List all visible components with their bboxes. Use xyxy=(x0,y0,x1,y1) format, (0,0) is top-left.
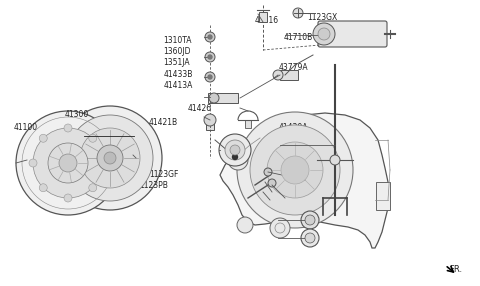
FancyBboxPatch shape xyxy=(318,21,387,47)
Bar xyxy=(280,70,298,80)
Circle shape xyxy=(270,218,290,238)
Text: 41421B: 41421B xyxy=(149,118,178,128)
Circle shape xyxy=(99,159,107,167)
Circle shape xyxy=(330,155,340,165)
Circle shape xyxy=(205,32,215,42)
Circle shape xyxy=(208,75,212,79)
Text: FR.: FR. xyxy=(449,265,462,274)
Text: 41413A: 41413A xyxy=(163,81,192,90)
Circle shape xyxy=(305,215,315,225)
Circle shape xyxy=(230,145,240,155)
Circle shape xyxy=(39,184,47,192)
Circle shape xyxy=(39,134,47,142)
Circle shape xyxy=(97,145,123,171)
Text: 41100: 41100 xyxy=(13,123,37,132)
Circle shape xyxy=(208,35,212,39)
Circle shape xyxy=(237,112,353,228)
Text: 1123PB: 1123PB xyxy=(139,181,168,190)
Circle shape xyxy=(313,23,335,45)
Circle shape xyxy=(237,217,253,233)
Text: 41433B: 41433B xyxy=(163,70,192,79)
Circle shape xyxy=(16,111,120,215)
Circle shape xyxy=(293,8,303,18)
Text: 1123GF: 1123GF xyxy=(149,170,178,179)
Text: REF.43-431: REF.43-431 xyxy=(84,130,132,139)
Bar xyxy=(259,12,267,22)
Text: 43779A: 43779A xyxy=(278,63,308,72)
Bar xyxy=(245,120,251,128)
Circle shape xyxy=(267,142,323,198)
Circle shape xyxy=(89,134,97,142)
Circle shape xyxy=(301,211,319,229)
Circle shape xyxy=(33,128,103,198)
Circle shape xyxy=(64,194,72,202)
Text: 41710B: 41710B xyxy=(283,33,312,42)
Bar xyxy=(208,93,238,103)
Circle shape xyxy=(318,28,330,40)
Circle shape xyxy=(29,159,37,167)
Circle shape xyxy=(59,154,77,172)
Circle shape xyxy=(89,184,97,192)
Circle shape xyxy=(48,143,88,183)
Circle shape xyxy=(305,233,315,243)
Text: 41411B: 41411B xyxy=(271,190,300,199)
Circle shape xyxy=(64,124,72,132)
Text: 41430A: 41430A xyxy=(278,123,308,132)
Text: 41416: 41416 xyxy=(254,15,278,25)
Circle shape xyxy=(204,114,216,126)
Text: 1360JD: 1360JD xyxy=(163,47,191,56)
Circle shape xyxy=(232,154,238,160)
Text: 41426: 41426 xyxy=(187,104,211,113)
Bar xyxy=(206,120,214,130)
Circle shape xyxy=(219,134,251,166)
Circle shape xyxy=(233,155,243,165)
Text: 1351JA: 1351JA xyxy=(163,58,190,67)
Text: 1123GX: 1123GX xyxy=(307,13,337,22)
Circle shape xyxy=(104,152,116,164)
Circle shape xyxy=(264,168,272,176)
Circle shape xyxy=(209,93,219,103)
Text: 41414A: 41414A xyxy=(271,203,300,212)
Circle shape xyxy=(67,115,153,201)
Bar xyxy=(376,182,390,210)
Circle shape xyxy=(58,106,162,210)
Circle shape xyxy=(281,156,309,184)
Polygon shape xyxy=(220,113,390,248)
Circle shape xyxy=(301,229,319,247)
Circle shape xyxy=(208,55,212,59)
Circle shape xyxy=(273,70,283,80)
Circle shape xyxy=(225,140,245,160)
Circle shape xyxy=(80,128,140,188)
Text: 1310TA: 1310TA xyxy=(163,35,192,45)
Circle shape xyxy=(268,179,276,187)
Circle shape xyxy=(250,125,340,215)
Circle shape xyxy=(228,150,248,170)
Text: 41300: 41300 xyxy=(65,110,89,119)
Circle shape xyxy=(205,52,215,62)
Circle shape xyxy=(205,72,215,82)
